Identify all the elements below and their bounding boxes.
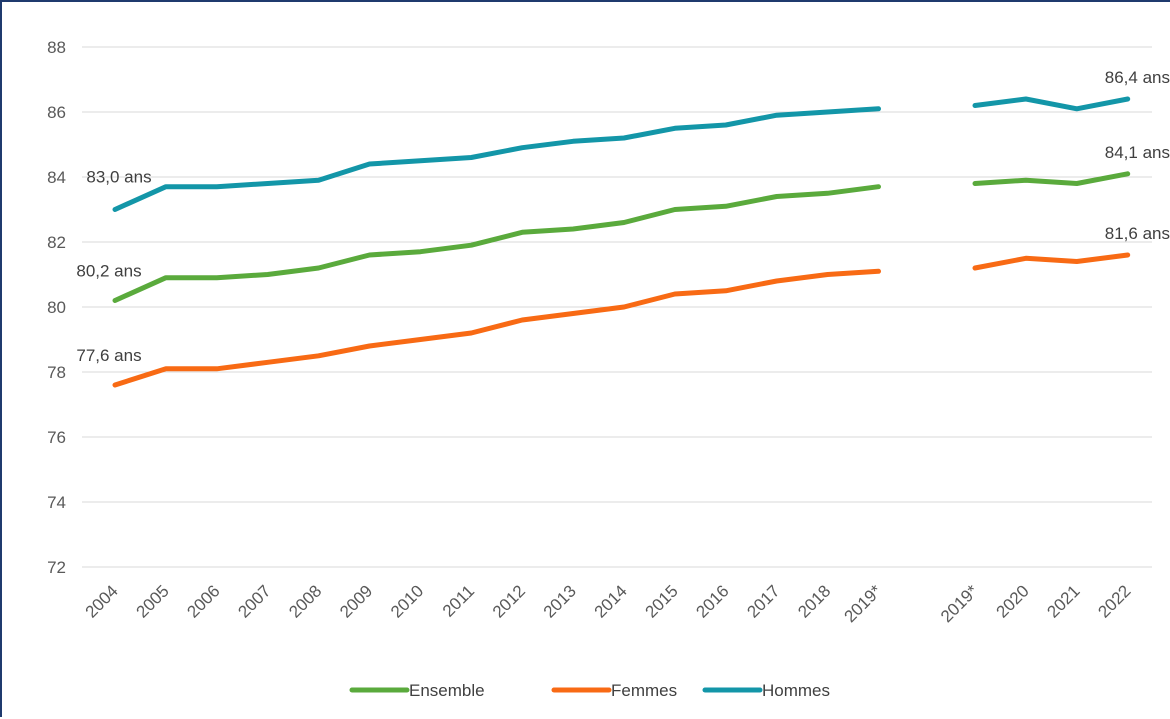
x-tick-label: 2018 (794, 581, 834, 621)
legend-label: Hommes (762, 681, 830, 700)
data-label: 80,2 ans (76, 262, 141, 281)
y-tick-label: 80 (47, 298, 66, 317)
y-tick-label: 84 (47, 168, 66, 187)
x-tick-label: 2009 (336, 581, 376, 621)
y-axis-ticks: 72 74 76 78 80 82 84 86 88 (47, 38, 66, 577)
y-tick-label: 72 (47, 558, 66, 577)
series-line-femmes (972, 252, 1131, 271)
x-tick-label: 2013 (540, 581, 580, 621)
data-label: 83,0 ans (86, 168, 151, 187)
data-label: 81,6 ans (1105, 224, 1170, 243)
series-line-ensemble (112, 184, 881, 303)
x-tick-label: 2012 (489, 581, 529, 621)
x-tick-label: 2019* (840, 581, 885, 626)
x-axis-ticks: 2004 2005 2006 2007 2008 2009 2010 2011 2012 2013… (82, 581, 1135, 626)
data-label: 77,6 ans (76, 346, 141, 365)
series-line-hommes (972, 96, 1131, 112)
x-tick-label: 2020 (993, 581, 1033, 621)
x-tick-label: 2014 (591, 581, 631, 621)
x-tick-label: 2005 (133, 581, 173, 621)
x-tick-label: 2010 (387, 581, 427, 621)
y-tick-label: 86 (47, 103, 66, 122)
series-line-ensemble (972, 171, 1131, 186)
y-tick-label: 78 (47, 363, 66, 382)
x-tick-label: 2022 (1094, 581, 1134, 621)
x-tick-label: 2015 (642, 581, 682, 621)
legend-label: Femmes (611, 681, 677, 700)
x-tick-label: 2017 (743, 581, 783, 621)
x-tick-label: 2011 (439, 581, 478, 620)
series-lines (112, 96, 1131, 388)
series-line-femmes (112, 268, 881, 388)
x-tick-label: 2021 (1043, 581, 1083, 621)
y-tick-label: 74 (47, 493, 66, 512)
y-tick-label: 76 (47, 428, 66, 447)
x-tick-label: 2016 (692, 581, 732, 621)
x-tick-label: 2007 (234, 581, 274, 621)
legend: Ensemble Femmes Hommes (349, 681, 830, 700)
x-tick-label: 2006 (183, 581, 223, 621)
series-line-hommes (112, 106, 881, 212)
x-tick-label: 2019* (937, 581, 982, 626)
x-tick-label: 2004 (82, 581, 122, 621)
legend-label: Ensemble (409, 681, 485, 700)
y-tick-label: 88 (47, 38, 66, 57)
y-tick-label: 82 (47, 233, 66, 252)
x-tick-label: 2008 (285, 581, 325, 621)
data-label: 86,4 ans (1105, 68, 1170, 87)
data-label: 84,1 ans (1105, 143, 1170, 162)
data-labels: 83,0 ans 80,2 ans 77,6 ans 86,4 ans 84,1 ans… (76, 68, 1170, 365)
